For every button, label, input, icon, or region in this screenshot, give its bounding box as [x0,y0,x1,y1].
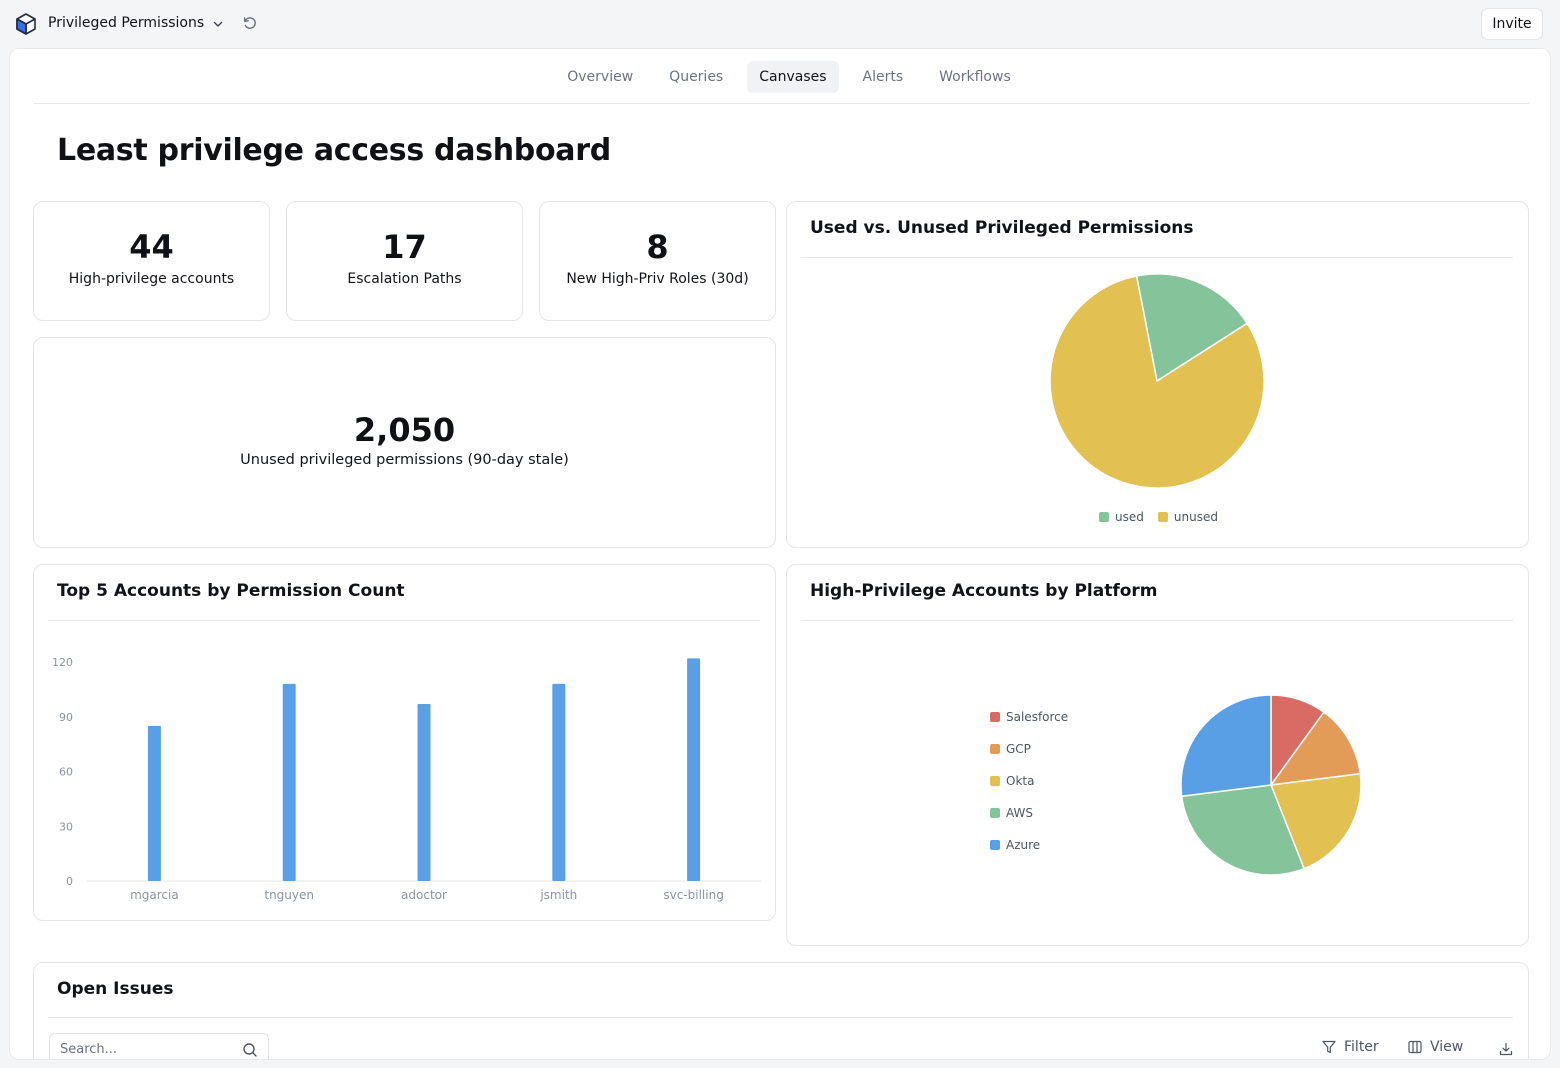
main-panel: Overview Queries Canvases Alerts Workflo… [9,48,1551,1060]
y-tick-label: 120 [52,656,73,669]
legend-item-salesforce[interactable]: Salesforce [990,710,1068,724]
top-accounts-chart-card: Top 5 Accounts by Permission Count 0 30 60… [33,564,776,921]
platform-legend: Salesforce GCP Okta AWS Azure [990,710,1068,852]
legend-label: used [1115,510,1144,524]
tab-bar: Overview Queries Canvases Alerts Workflo… [10,61,1550,93]
cube-logo-icon[interactable] [14,12,38,36]
legend-item-used[interactable]: used [1099,510,1144,524]
view-label: View [1430,1039,1464,1055]
legend-label: Azure [1006,838,1041,852]
card-divider [48,620,760,621]
download-icon[interactable] [1499,1042,1513,1056]
tabs-divider [33,103,1529,104]
legend-swatch [990,776,1000,786]
legend-label: AWS [1006,806,1034,820]
pie-legend: used unused [787,510,1530,524]
x-tick-label: adoctor [401,888,447,902]
legend-label: unused [1173,510,1218,524]
tab-workflows[interactable]: Workflows [939,69,1011,85]
platform-slice-gcp[interactable] [1269,711,1362,786]
legend-item-aws[interactable]: AWS [990,806,1068,820]
bar-tnguyen[interactable] [282,683,296,881]
legend-label: Salesforce [1006,710,1069,724]
stat-label: Unused privileged permissions (90-day st… [240,452,569,468]
page-title: Least privilege access dashboard [57,133,611,168]
bar-svc-billing[interactable] [687,658,701,881]
card-divider [801,620,1513,621]
platform-slice-aws[interactable] [1180,784,1306,876]
legend-item-unused[interactable]: unused [1157,510,1218,524]
legend-swatch [990,744,1000,754]
refresh-icon[interactable] [242,15,258,31]
stat-value: 8 [646,228,669,266]
top-accounts-bar-chart: 0 30 60 90 120 mgarcia tnguyen adoctor jsmith svc… [52,656,761,902]
legend-swatch [990,712,1000,722]
used-unused-chart-card: Used vs. Unused Privileged Permissions u… [786,201,1529,548]
stat-value: 44 [129,228,174,266]
stat-label: New High-Priv Roles (30d) [566,271,749,287]
tab-canvases[interactable]: Canvases [747,61,839,93]
bar-adoctor[interactable] [417,704,431,881]
tab-overview[interactable]: Overview [567,69,634,85]
search-box [49,1033,269,1059]
stat-value: 17 [382,228,427,266]
x-tick-label: tnguyen [264,888,314,902]
columns-icon [1408,1040,1422,1054]
search-input[interactable] [60,1039,230,1059]
card-divider [801,257,1513,258]
x-tick-label: mgarcia [130,888,179,902]
bar-jsmith[interactable] [552,683,566,881]
legend-label: GCP [1006,742,1031,756]
stat-label: High-privilege accounts [68,271,235,287]
stat-label: Escalation Paths [347,271,462,287]
chevron-down-icon[interactable] [212,18,224,30]
legend-swatch [990,808,1000,818]
legend-item-gcp[interactable]: GCP [990,742,1068,756]
view-button[interactable]: View [1408,1039,1463,1055]
search-icon[interactable] [242,1042,258,1058]
y-tick-label: 90 [59,711,73,724]
chart-title: Used vs. Unused Privileged Permissions [810,218,1194,238]
stat-card-escalation-paths: 17 Escalation Paths [286,201,523,321]
chart-title: Top 5 Accounts by Permission Count [57,581,405,601]
filter-icon [1322,1040,1336,1054]
legend-label: Okta [1006,774,1035,788]
filter-button[interactable]: Filter [1322,1039,1379,1055]
legend-item-okta[interactable]: Okta [990,774,1068,788]
used-unused-slice-used[interactable] [1135,273,1249,383]
bar-mgarcia[interactable] [147,725,161,881]
x-tick-label: jsmith [539,888,577,902]
stat-value: 2,050 [353,411,456,449]
x-tick-label: svc-billing [663,888,723,902]
y-tick-label: 30 [59,820,73,833]
top-bar: Privileged Permissions Invite [0,0,1560,48]
invite-button[interactable]: Invite [1481,8,1543,40]
platform-slice-azure[interactable] [1180,694,1272,798]
y-tick-label: 0 [66,875,73,888]
legend-item-azure[interactable]: Azure [990,838,1068,852]
app-title[interactable]: Privileged Permissions [48,15,205,31]
tab-alerts[interactable]: Alerts [862,69,904,85]
open-issues-title: Open Issues [57,979,174,999]
legend-swatch [1157,512,1168,522]
filter-label: Filter [1344,1039,1379,1055]
stat-card-new-high-priv-roles: 8 New High-Priv Roles (30d) [539,201,776,321]
stat-card-unused-permissions: 2,050 Unused privileged permissions (90-… [33,337,776,548]
platform-slice-okta[interactable] [1269,772,1362,870]
used-unused-pie [1049,273,1265,489]
y-tick-label: 60 [59,766,73,779]
legend-swatch [1099,512,1110,522]
card-divider [48,1017,1513,1018]
open-issues-card: Open Issues Filter View [33,962,1529,1059]
platform-chart-card: High-Privilege Accounts by Platform Sale… [786,564,1529,946]
used-unused-slice-unused[interactable] [1049,275,1265,489]
platform-pie [1180,694,1362,876]
chart-title: High-Privilege Accounts by Platform [810,581,1158,601]
stat-card-high-privilege-accounts: 44 High-privilege accounts [33,201,270,321]
tab-queries[interactable]: Queries [669,69,724,85]
legend-swatch [990,840,1000,850]
